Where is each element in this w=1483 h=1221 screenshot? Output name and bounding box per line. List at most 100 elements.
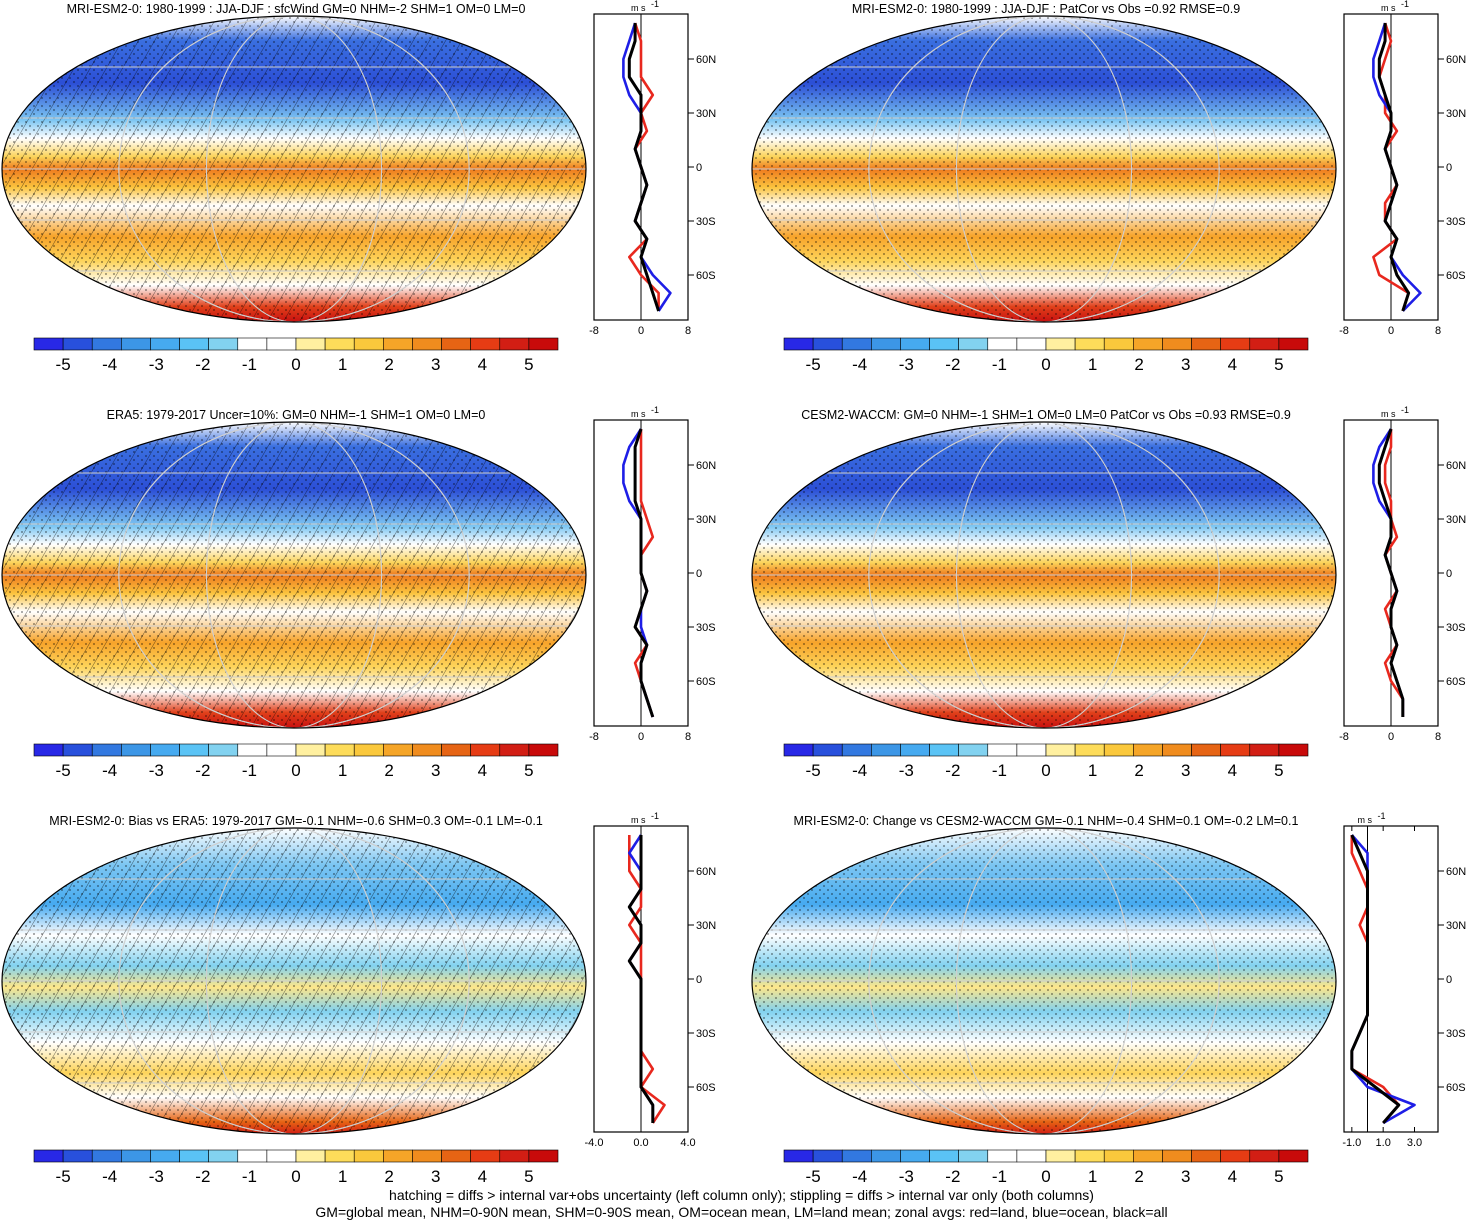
colorbar-label: 3	[431, 355, 440, 374]
colorbar-swatch	[412, 1149, 442, 1163]
colorbar-swatch	[1016, 1149, 1047, 1163]
profile-line-all	[633, 428, 655, 718]
lat-label: 60N	[1446, 54, 1466, 66]
colorbar-swatch	[929, 337, 959, 351]
colorbar-label: -5	[56, 355, 71, 374]
lat-label: 0	[696, 568, 702, 580]
colorbar-swatch	[1220, 743, 1251, 757]
colorbar-label: 1	[1088, 355, 1097, 374]
colorbar-swatch	[441, 337, 471, 351]
colorbar-label: 5	[1274, 761, 1283, 780]
colorbar-label: 4	[478, 1167, 487, 1186]
colorbar-label: 3	[431, 1167, 440, 1186]
x-label: 0	[1388, 731, 1394, 743]
x-label: 0	[638, 731, 644, 743]
colorbar-swatch	[1278, 337, 1309, 351]
colorbar-label: -5	[806, 1167, 821, 1186]
colorbar-swatch	[812, 337, 843, 351]
colorbar-swatch	[208, 337, 239, 351]
panel-title: MRI-ESM2-0: Bias vs ERA5: 1979-2017 GM=-…	[49, 814, 543, 828]
profile-unit-sup: -1	[1401, 0, 1409, 9]
colorbar-swatch	[528, 1149, 559, 1163]
x-label: 8	[685, 325, 691, 337]
colorbar-swatch	[33, 743, 64, 757]
colorbar-label: -3	[149, 355, 164, 374]
colorbar-swatch	[499, 337, 530, 351]
colorbar-swatch	[150, 337, 180, 351]
colorbar-label: -2	[945, 761, 960, 780]
colorbar-swatch	[1249, 337, 1280, 351]
colorbar-swatch	[1133, 1149, 1163, 1163]
colorbar-swatch	[929, 743, 959, 757]
panel-title: MRI-ESM2-0: 1980-1999 : JJA-DJF : sfcWin…	[67, 2, 526, 16]
colorbar-label: -3	[899, 355, 914, 374]
colorbar-swatch	[470, 1149, 501, 1163]
panel-5: MRI-ESM2-0: Bias vs ERA5: 1979-2017 GM=-…	[1, 811, 716, 1186]
colorbar-swatch	[237, 743, 268, 757]
colorbar-swatch	[353, 1149, 384, 1163]
map-outline	[1, 15, 587, 323]
colorbar-swatch	[441, 743, 471, 757]
profile-line-all	[627, 23, 661, 312]
colorbar-label: 3	[1181, 355, 1190, 374]
map-outline	[751, 421, 1337, 729]
colorbar-swatch	[237, 1149, 268, 1163]
colorbar-label: 3	[431, 761, 440, 780]
map-outline	[751, 15, 1337, 323]
colorbar-swatch	[1191, 337, 1221, 351]
colorbar-label: -2	[195, 761, 210, 780]
colorbar-label: -4	[102, 1167, 117, 1186]
colorbar-swatch	[499, 1149, 530, 1163]
colorbar-swatch	[62, 337, 93, 351]
lat-label: 60N	[696, 54, 716, 66]
colorbar-swatch	[1220, 337, 1251, 351]
lat-label: 60S	[1446, 676, 1466, 688]
colorbar-swatch	[1220, 1149, 1251, 1163]
colorbar-label: -5	[56, 1167, 71, 1186]
colorbar-swatch	[353, 743, 384, 757]
colorbar-swatch	[1278, 1149, 1309, 1163]
colorbar-label: -2	[945, 355, 960, 374]
colorbar-label: 4	[478, 355, 487, 374]
x-label: 0.0	[633, 1137, 648, 1149]
x-label: -8	[589, 325, 599, 337]
colorbar-label: 5	[524, 1167, 533, 1186]
lat-label: 60N	[1446, 866, 1466, 878]
colorbar-label: -3	[899, 761, 914, 780]
colorbar-swatch	[33, 1149, 64, 1163]
profile-unit-sup: -1	[651, 811, 659, 821]
colorbar-swatch	[412, 743, 442, 757]
colorbar-swatch	[783, 1149, 814, 1163]
colorbar-label: 4	[1228, 761, 1237, 780]
colorbar-label: -3	[899, 1167, 914, 1186]
profile-unit: m s	[631, 409, 646, 419]
colorbar-swatch	[208, 743, 239, 757]
colorbar-label: 5	[524, 355, 533, 374]
x-label: -8	[1339, 325, 1349, 337]
colorbar-swatch	[1162, 337, 1192, 351]
colorbar-swatch	[179, 743, 209, 757]
colorbar-swatch	[1045, 337, 1076, 351]
lat-label: 60N	[696, 460, 716, 472]
colorbar-swatch	[1103, 743, 1134, 757]
colorbar-swatch	[324, 337, 355, 351]
colorbar-label: 1	[338, 355, 347, 374]
colorbar-swatch	[266, 743, 297, 757]
colorbar-swatch	[1191, 1149, 1221, 1163]
colorbar-label: 0	[1041, 355, 1050, 374]
lat-label: 60S	[1446, 270, 1466, 282]
lat-label: 30S	[696, 1028, 716, 1040]
x-label: -1.0	[1342, 1137, 1361, 1149]
colorbar-swatch	[871, 1149, 901, 1163]
colorbar-swatch	[1249, 1149, 1280, 1163]
colorbar-label: -1	[992, 761, 1007, 780]
colorbar-swatch	[1162, 743, 1192, 757]
x-label: 3.0	[1407, 1137, 1422, 1149]
colorbar-swatch	[1016, 743, 1047, 757]
colorbar-label: -1	[992, 355, 1007, 374]
x-label: -8	[589, 731, 599, 743]
profile-unit-sup: -1	[651, 0, 659, 9]
colorbar-swatch	[958, 1149, 989, 1163]
footer-note-legend: GM=global mean, NHM=0-90N mean, SHM=0-90…	[315, 1204, 1168, 1220]
panel-title: ERA5: 1979-2017 Uncer=10%: GM=0 NHM=-1 S…	[107, 408, 486, 422]
